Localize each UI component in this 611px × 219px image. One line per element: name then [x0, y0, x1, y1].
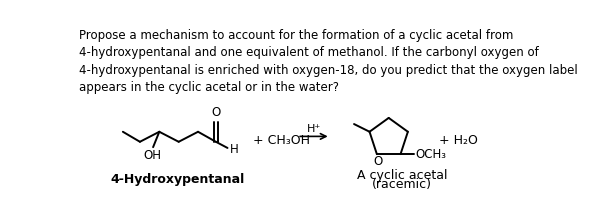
Text: 4-Hydroxypentanal: 4-Hydroxypentanal [110, 173, 244, 186]
Text: H⁺: H⁺ [307, 124, 321, 134]
Text: O: O [373, 155, 382, 168]
Text: + H₂O: + H₂O [439, 134, 478, 147]
Text: OH: OH [144, 149, 161, 162]
Text: + CH₃OH: + CH₃OH [253, 134, 310, 147]
Text: A cyclic acetal: A cyclic acetal [357, 169, 447, 182]
Text: OCH₃: OCH₃ [415, 148, 446, 161]
Text: (racemic): (racemic) [372, 178, 432, 191]
Text: Propose a mechanism to account for the formation of a cyclic acetal from
4-hydro: Propose a mechanism to account for the f… [79, 29, 577, 94]
Text: O: O [211, 106, 221, 119]
Text: H: H [230, 143, 238, 156]
